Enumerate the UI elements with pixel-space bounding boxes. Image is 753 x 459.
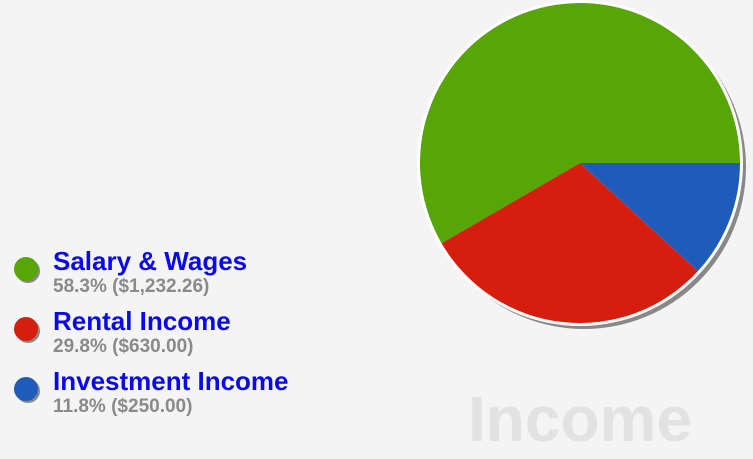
legend-value: 58.3% ($1,232.26) [53,276,209,297]
legend-swatch [14,317,38,341]
legend-value: 11.8% ($250.00) [53,396,192,417]
legend-swatch [14,257,38,281]
legend-label: Investment Income [53,366,289,396]
legend-label: Salary & Wages [53,246,247,276]
pie-slice [419,3,740,244]
pie-slice [441,163,698,323]
legend-swatch [14,377,38,401]
legend-value: 29.8% ($630.00) [53,336,194,357]
pie-slice [580,163,740,272]
chart-title: Income [468,383,692,455]
legend-label: Rental Income [53,306,231,336]
